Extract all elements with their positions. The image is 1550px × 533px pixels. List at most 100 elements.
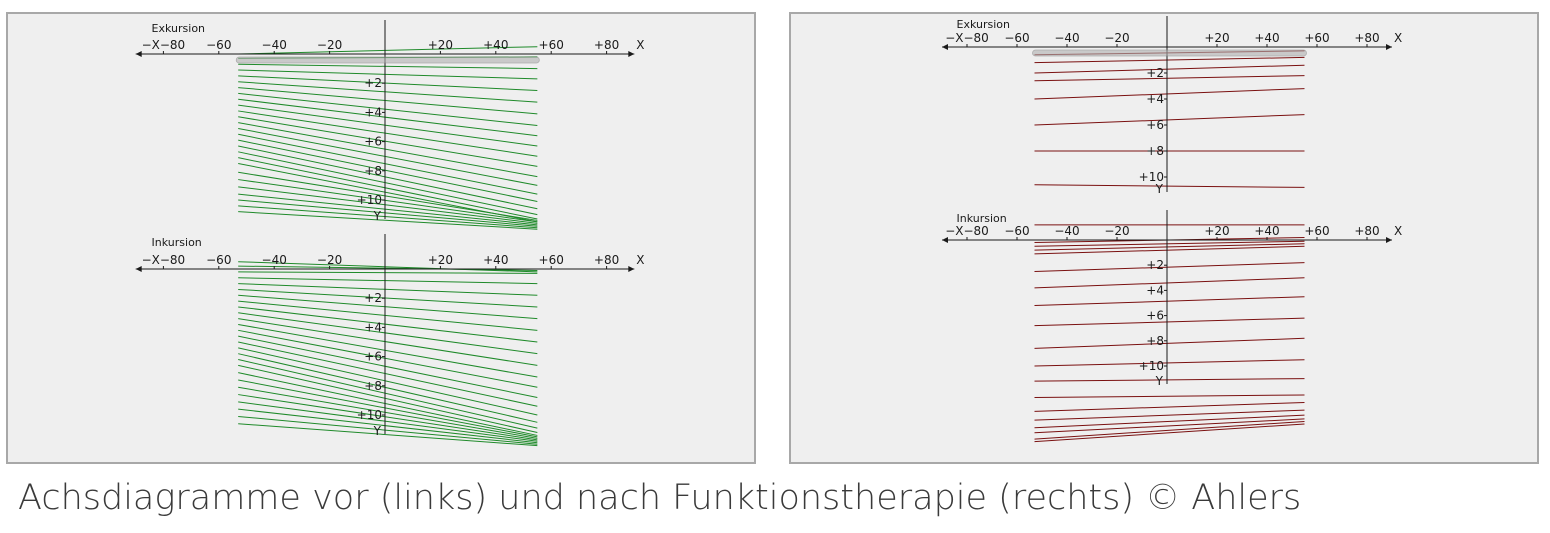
x-tick-label: −20 <box>317 38 342 52</box>
trace-line-22 <box>238 179 538 223</box>
y-tick-label: +4 <box>1146 283 1164 297</box>
trace-line-26 <box>238 408 538 444</box>
trace-line-2 <box>238 265 538 271</box>
trace-line-18 <box>1034 420 1305 440</box>
trace-line-12 <box>238 318 538 366</box>
trace-line-27 <box>238 415 538 445</box>
trace-line-9 <box>238 98 538 137</box>
trace-line-16 <box>1034 414 1305 429</box>
trace-line-5 <box>238 75 538 91</box>
trace-line-13 <box>238 323 538 378</box>
trace-line-24 <box>238 394 538 441</box>
y-tick-label: +10 <box>357 193 382 207</box>
x-tick-label: −X−80 <box>945 31 989 45</box>
trace-line-16 <box>238 139 538 202</box>
x-tick-label: +60 <box>539 253 564 267</box>
x-tick-label: +40 <box>1254 224 1279 238</box>
y-tick-label: +4 <box>1146 92 1164 106</box>
y-tick-label: +2 <box>364 76 382 90</box>
x-axis-arrow-left <box>135 266 142 272</box>
trace-line-19 <box>238 157 538 220</box>
y-tick-label: +2 <box>1146 66 1164 80</box>
trace-line-3 <box>238 63 538 70</box>
trace-line-12 <box>1034 378 1305 382</box>
trace-line-7 <box>238 87 538 115</box>
y-tick-label: +6 <box>364 135 382 149</box>
subplot-inkursion: Inkursion−X−80 −60 −40 −20 +20 +40 +60 +80 X+2+4… <box>942 210 1402 443</box>
subplot-title: Inkursion <box>152 236 202 249</box>
trace-line-9 <box>1034 317 1305 327</box>
y-tick-label: +10 <box>357 408 382 422</box>
y-axis-letter: Y <box>1155 374 1164 388</box>
y-tick-label: +4 <box>364 320 382 334</box>
x-tick-label: −X−80 <box>142 253 186 267</box>
trace-line-23 <box>238 186 538 224</box>
x-axis-letter: X <box>1394 224 1402 238</box>
trace-line-15 <box>1034 409 1305 421</box>
left-axis-diagram: Exkursion −X−80 −60 −40 −20 +20 +40 +60 +80 X +2 +4… <box>135 20 645 447</box>
trace-line-21 <box>238 372 538 436</box>
x-tick-label: +20 <box>1204 224 1229 238</box>
trace-line-1 <box>238 46 538 55</box>
x-tick-label: −40 <box>262 253 287 267</box>
trace-line-15 <box>238 133 538 195</box>
y-tick-label: +6 <box>1146 309 1164 323</box>
trace-line-21 <box>238 171 538 221</box>
x-tick-label: +20 <box>428 253 453 267</box>
x-tick-label: −20 <box>1104 31 1129 45</box>
trace-line-8 <box>238 92 538 127</box>
right-chart-panel: Exkursion −X−80 −60 −40 −20 +20 +40 +60 +80 X +2 +4… <box>789 12 1539 464</box>
x-tick-label: +80 <box>594 38 619 52</box>
x-tick-label: +80 <box>594 253 619 267</box>
y-axis-letter: Y <box>1155 182 1164 196</box>
trace-line-10 <box>238 104 538 147</box>
subplot-inkursion: Inkursion−X−80 −60 −40 −20 +20 +40 +60 +80 X+2+4… <box>135 234 645 447</box>
x-tick-label: −60 <box>206 253 231 267</box>
trace-line-9 <box>1034 184 1305 188</box>
trace-line-12 <box>238 116 538 167</box>
trace-line-7 <box>1034 114 1305 126</box>
y-tick-label: +8 <box>364 379 382 393</box>
trace-line-4 <box>238 69 538 80</box>
trace-line-6 <box>1034 88 1305 100</box>
trace-line-8 <box>1034 296 1305 307</box>
y-tick-label: +10 <box>1139 170 1164 184</box>
x-axis-arrow-right <box>628 51 635 57</box>
measurement-point-strip <box>1032 49 1307 57</box>
x-tick-label: −60 <box>206 38 231 52</box>
y-tick-label: +6 <box>1146 118 1164 132</box>
trace-line-13 <box>238 122 538 178</box>
x-tick-label: +20 <box>1204 31 1229 45</box>
subplot-exkursion: Exkursion−X−80 −60 −40 −20 +20 +40 +60 +80 X +2 +4… <box>942 16 1402 196</box>
x-tick-label: +40 <box>1254 31 1279 45</box>
trace-line-5 <box>238 277 538 285</box>
x-tick-label: +60 <box>1304 31 1329 45</box>
x-tick-label: −60 <box>1004 31 1029 45</box>
trace-line-4 <box>1034 64 1305 74</box>
trace-line-25 <box>238 401 538 442</box>
x-tick-label: +80 <box>1354 31 1379 45</box>
trace-line-25 <box>238 199 538 227</box>
x-axis-letter: X <box>1394 31 1402 45</box>
subplot-title: Inkursion <box>957 212 1007 225</box>
x-tick-label: −20 <box>317 253 342 267</box>
y-tick-label: +4 <box>364 105 382 119</box>
trace-line-27 <box>238 211 538 230</box>
y-tick-label: +10 <box>1139 359 1164 373</box>
x-tick-label: +80 <box>1354 224 1379 238</box>
y-axis-letter: Y <box>373 209 382 223</box>
figure-caption: Achsdiagramme vor (links) und nach Funkt… <box>18 478 1302 518</box>
trace-line-5 <box>1034 75 1305 82</box>
trace-line-19 <box>1034 423 1305 443</box>
trace-line-11 <box>238 312 538 355</box>
y-tick-label: +2 <box>364 291 382 305</box>
trace-line-16 <box>238 341 538 407</box>
trace-line-3 <box>1034 240 1305 247</box>
x-tick-label: −X−80 <box>142 38 186 52</box>
x-tick-label: −X−80 <box>945 224 989 238</box>
x-tick-label: −20 <box>1104 224 1129 238</box>
trace-line-24 <box>238 193 538 226</box>
trace-line-5 <box>1034 245 1305 255</box>
trace-line-14 <box>1034 402 1305 412</box>
trace-line-18 <box>238 353 538 423</box>
